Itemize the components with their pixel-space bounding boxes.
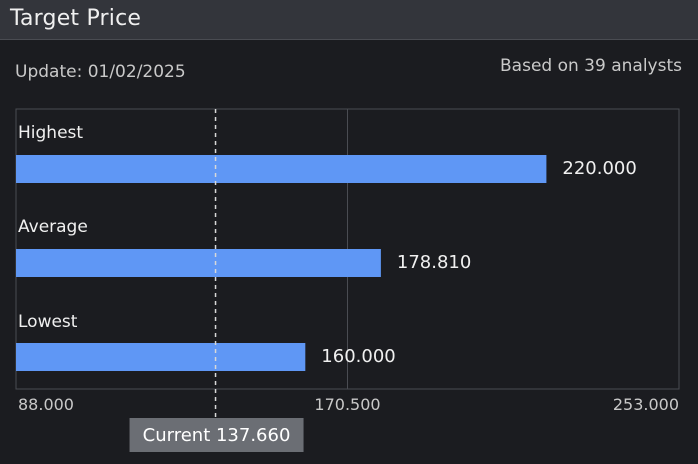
current-price-label: Current 137.660 — [143, 425, 291, 446]
title-bar: Target Price — [0, 0, 698, 40]
x-tick-label: 88.000 — [18, 395, 74, 414]
panel-title: Target Price — [10, 6, 142, 31]
current-price-badge — [129, 418, 304, 452]
value-label: 220.000 — [562, 158, 636, 179]
bar — [16, 249, 381, 277]
value-label: 178.810 — [397, 252, 471, 273]
x-tick-label: 170.500 — [314, 395, 380, 414]
bar — [16, 155, 547, 183]
category-label: Lowest — [18, 312, 78, 332]
bar — [16, 343, 306, 371]
analyst-count: Based on 39 analysts — [500, 56, 682, 76]
value-label: 160.000 — [321, 346, 395, 367]
category-label: Highest — [18, 123, 83, 143]
category-label: Average — [18, 217, 88, 237]
update-date: Update: 01/02/2025 — [15, 62, 186, 82]
x-tick-label: 253.000 — [613, 395, 679, 414]
